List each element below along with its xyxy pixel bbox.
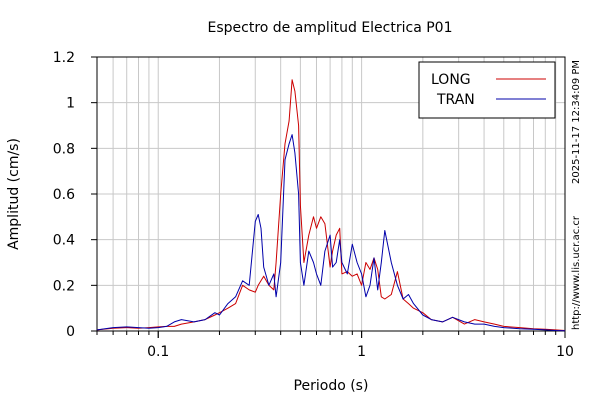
y-axis-ticks: 0 0.2 0.4 0.6 0.8 1 1.2 [53, 50, 97, 340]
legend-label-long: LONG [431, 72, 471, 88]
y-tick-label: 0.8 [53, 141, 75, 157]
x-axis-label: Periodo (s) [294, 378, 369, 394]
y-tick-label: 0.4 [53, 233, 75, 249]
y-tick-label: 1.2 [53, 50, 75, 66]
url-text: http://www.lis.ucr.ac.cr [571, 215, 582, 330]
y-axis-label: Amplitud (cm/s) [6, 138, 22, 250]
y-tick-label: 0 [66, 324, 75, 340]
x-tick-label: 1 [357, 344, 366, 360]
series-line-tran [96, 134, 566, 332]
chart-title: Espectro de amplitud Electrica P01 [208, 20, 453, 36]
y-tick-label: 0.6 [53, 187, 75, 203]
y-tick-label: 1 [66, 96, 75, 112]
series-lines [96, 79, 566, 332]
x-tick-label: 0.1 [147, 344, 169, 360]
x-tick-label: 10 [556, 344, 574, 360]
legend-label-tran: TRAN [436, 92, 475, 108]
timestamp-text: 2025-11-17 12:34:09 PM [571, 60, 582, 184]
legend-box [418, 61, 556, 119]
y-tick-label: 0.2 [53, 278, 75, 294]
x-axis-ticks: 0.1 1 10 [96, 331, 574, 360]
legend: LONG TRAN [418, 61, 556, 119]
